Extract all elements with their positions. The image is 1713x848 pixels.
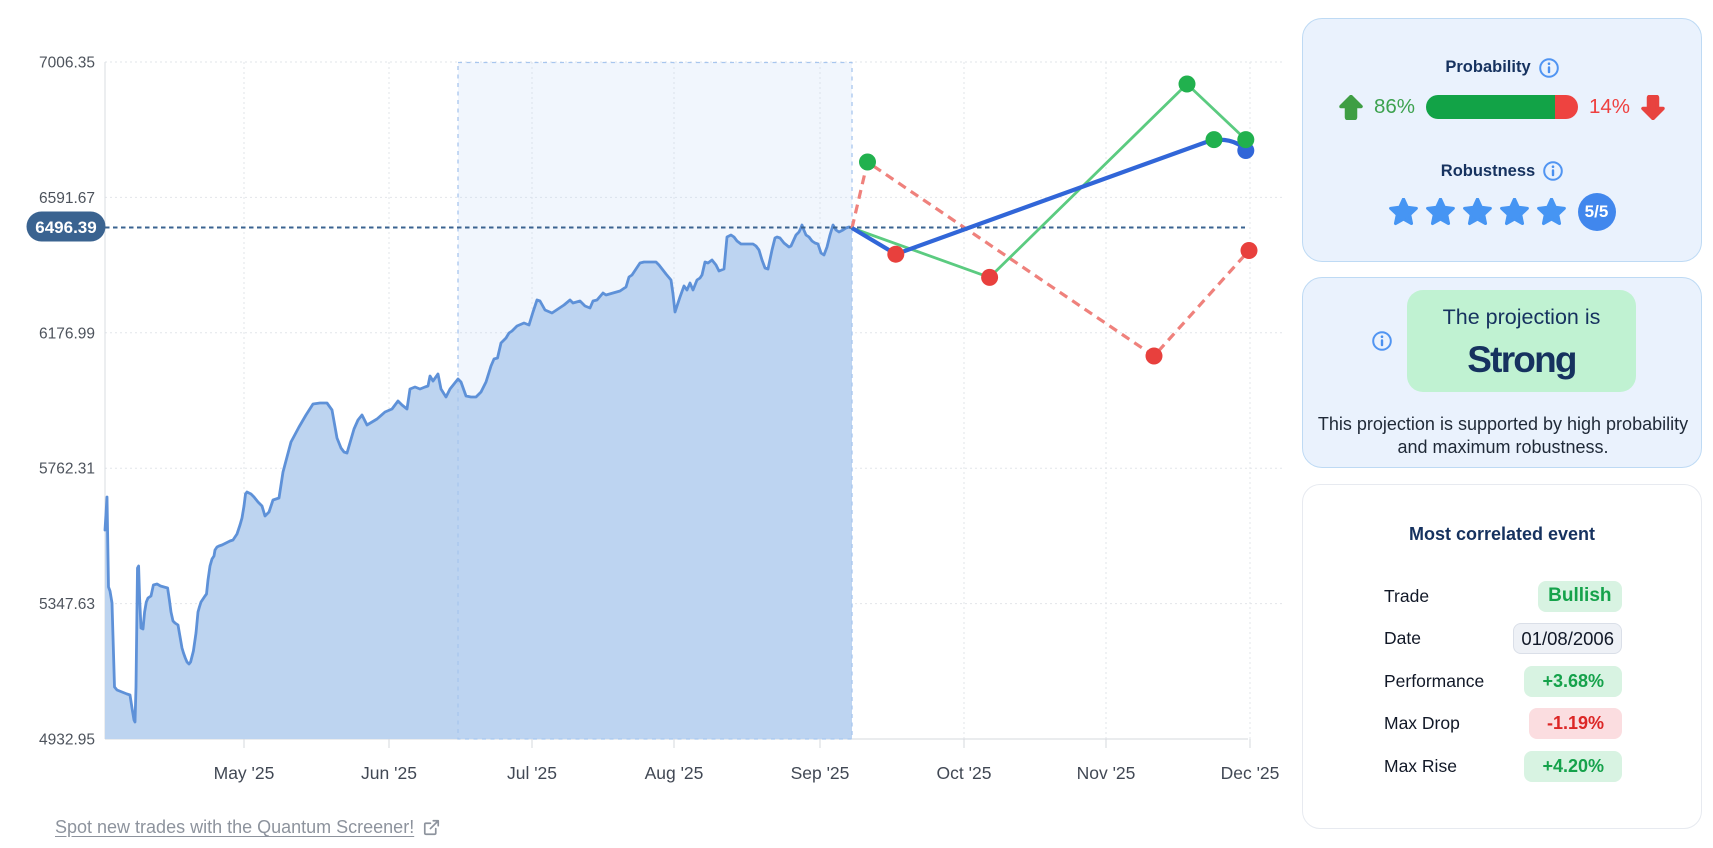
svg-text:Sep '25: Sep '25 bbox=[791, 763, 850, 783]
svg-text:May '25: May '25 bbox=[214, 763, 275, 783]
svg-text:Dec '25: Dec '25 bbox=[1221, 763, 1280, 783]
svg-text:Jul '25: Jul '25 bbox=[507, 763, 557, 783]
svg-text:Nov '25: Nov '25 bbox=[1077, 763, 1136, 783]
svg-text:Aug '25: Aug '25 bbox=[645, 763, 704, 783]
svg-text:5347.63: 5347.63 bbox=[39, 596, 95, 613]
svg-text:Jun '25: Jun '25 bbox=[361, 763, 417, 783]
svg-text:6591.67: 6591.67 bbox=[39, 190, 95, 207]
svg-text:6176.99: 6176.99 bbox=[39, 325, 95, 342]
svg-text:5762.31: 5762.31 bbox=[39, 461, 95, 478]
svg-text:4932.95: 4932.95 bbox=[39, 732, 95, 749]
svg-text:Oct '25: Oct '25 bbox=[937, 763, 992, 783]
svg-text:6496.39: 6496.39 bbox=[35, 218, 96, 237]
svg-text:7006.35: 7006.35 bbox=[39, 55, 95, 72]
